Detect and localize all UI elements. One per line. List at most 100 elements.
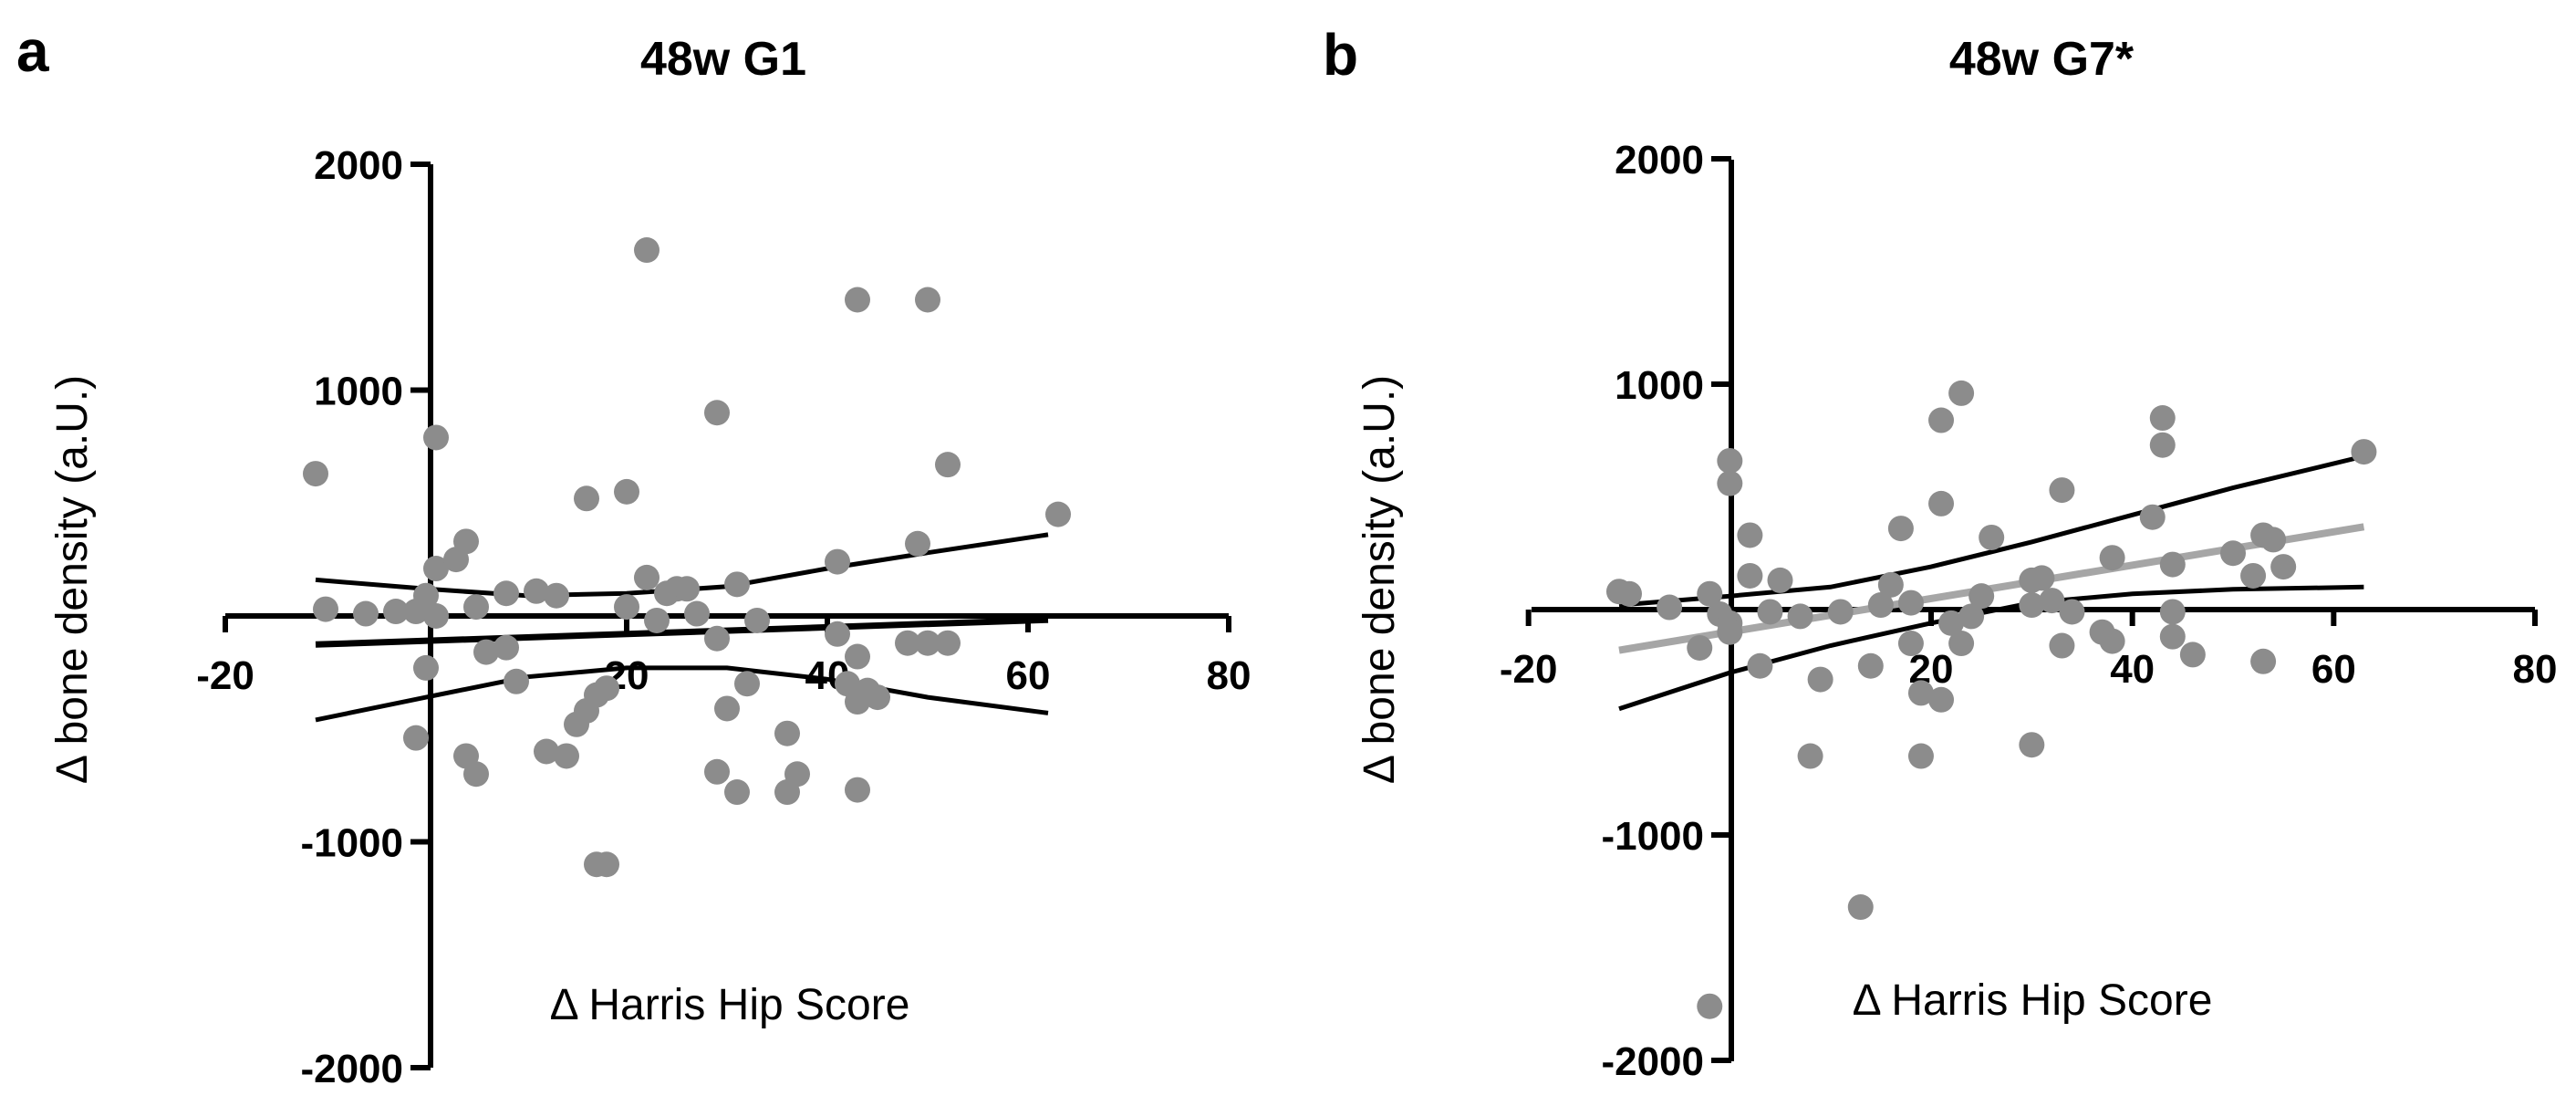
- data-point: [734, 671, 760, 697]
- data-point: [574, 485, 599, 512]
- data-point: [2159, 599, 2186, 625]
- data-point: [1928, 686, 1955, 713]
- data-point: [704, 625, 730, 652]
- data-point: [1797, 743, 1823, 769]
- data-point: [2179, 642, 2206, 668]
- data-point: [1657, 594, 1683, 621]
- data-point: [1747, 652, 1773, 679]
- data-point: [534, 738, 559, 765]
- data-point: [714, 695, 740, 722]
- data-point: [784, 761, 810, 788]
- data-point: [744, 607, 770, 633]
- x-tick-label: 80: [1207, 653, 1252, 698]
- data-point: [594, 675, 619, 702]
- data-point: [2149, 432, 2176, 458]
- data-point: [1616, 580, 1642, 607]
- data-point: [1697, 580, 1723, 607]
- data-point: [2250, 648, 2277, 674]
- data-point: [1877, 571, 1904, 598]
- x-tick-label: 60: [1006, 653, 1051, 698]
- data-point: [1897, 631, 1924, 657]
- data-point: [493, 634, 519, 661]
- data-point: [2099, 545, 2125, 571]
- chart-title-a: 48w G1: [640, 33, 806, 86]
- data-point: [383, 599, 409, 625]
- data-point: [313, 596, 338, 622]
- data-point: [544, 582, 569, 609]
- data-point: [524, 578, 549, 604]
- y-axis-title-a: Δ bone density (a.U.): [48, 375, 97, 784]
- data-point: [845, 643, 870, 670]
- panel-label-a: a: [16, 18, 49, 84]
- data-point: [1807, 666, 1833, 693]
- data-point: [1767, 567, 1793, 593]
- data-point: [2139, 504, 2166, 530]
- data-point: [1857, 652, 1884, 679]
- data-point: [1787, 603, 1813, 630]
- data-point: [724, 571, 750, 598]
- data-point: [1968, 583, 1995, 610]
- data-point: [2019, 732, 2045, 758]
- data-point: [614, 478, 639, 505]
- y-tick-label: -2000: [300, 1047, 403, 1091]
- x-tick-label: -20: [196, 653, 254, 698]
- data-point: [473, 639, 499, 665]
- data-point: [2059, 599, 2085, 625]
- data-point: [905, 530, 930, 557]
- data-point: [1907, 680, 1934, 706]
- data-point: [2099, 628, 2125, 654]
- data-point: [2240, 562, 2267, 589]
- y-tick-label: -1000: [300, 821, 403, 866]
- data-point: [845, 287, 870, 313]
- data-point: [2260, 527, 2287, 553]
- data-point: [1948, 380, 1975, 406]
- data-point: [1887, 516, 1914, 542]
- data-point: [1897, 590, 1924, 616]
- data-point: [915, 287, 940, 313]
- data-point: [1045, 501, 1071, 527]
- data-point: [594, 851, 619, 878]
- x-axis-title-a: Δ Harris Hip Score: [550, 981, 910, 1029]
- data-point: [774, 720, 800, 746]
- data-point: [2149, 405, 2176, 432]
- data-point: [1948, 631, 1975, 657]
- data-point: [2019, 592, 2045, 619]
- data-point: [1717, 447, 1743, 474]
- data-point: [453, 528, 479, 555]
- data-point: [634, 237, 660, 264]
- data-point: [403, 725, 429, 751]
- data-point: [303, 461, 328, 487]
- data-point: [554, 743, 579, 769]
- data-point: [1928, 490, 1955, 516]
- data-point: [935, 452, 961, 478]
- data-point: [423, 603, 449, 629]
- data-point: [2351, 439, 2377, 465]
- data-point: [825, 548, 850, 575]
- data-point: [1717, 470, 1743, 496]
- x-tick-label: -20: [1500, 647, 1558, 692]
- data-point: [1717, 619, 1743, 645]
- data-point: [423, 424, 449, 451]
- y-tick-label: -2000: [1601, 1039, 1704, 1084]
- data-point: [1827, 599, 1854, 625]
- data-point: [2029, 565, 2055, 591]
- data-point: [463, 594, 489, 621]
- data-point: [1737, 562, 1763, 589]
- data-point: [2049, 477, 2075, 504]
- data-point: [463, 761, 489, 788]
- y-tick-label: -1000: [1601, 814, 1704, 859]
- data-point: [825, 621, 850, 647]
- data-point: [644, 607, 670, 633]
- data-point: [895, 630, 920, 656]
- data-point: [704, 400, 730, 426]
- ci-upper-line: [1618, 454, 2364, 608]
- panel-label-b: b: [1323, 22, 1358, 88]
- data-point: [704, 758, 730, 785]
- data-point: [1697, 993, 1723, 1019]
- ci-lower-line: [315, 665, 1049, 723]
- data-point: [1979, 524, 2005, 550]
- data-point: [935, 630, 961, 656]
- chart-title-b: 48w G7*: [1949, 33, 2135, 86]
- data-point: [413, 582, 439, 609]
